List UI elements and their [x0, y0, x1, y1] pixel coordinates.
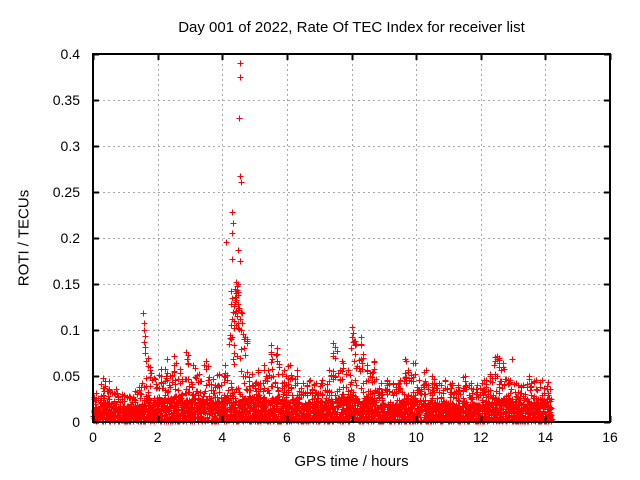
- scatter-points: [90, 60, 556, 425]
- x-tick-label: 16: [602, 429, 618, 445]
- y-tick-label: 0.1: [60, 322, 80, 338]
- y-tick-label: 0.25: [52, 184, 80, 200]
- chart-title: Day 001 of 2022, Rate Of TEC Index for r…: [178, 19, 525, 36]
- axis-ticks: [92, 53, 612, 424]
- y-tick-label: 0.4: [60, 46, 80, 62]
- x-tick-label: 10: [408, 429, 424, 445]
- x-tick-label: 6: [282, 429, 291, 445]
- x-axis-label: GPS time / hours: [294, 453, 409, 470]
- x-tick-label: 2: [153, 429, 162, 445]
- grid-lines: [93, 54, 610, 422]
- x-tick-label: 14: [537, 429, 554, 445]
- y-tick-label: 0.3: [60, 138, 80, 154]
- x-tick-label: 12: [472, 429, 489, 445]
- y-tick-label: 0.05: [52, 368, 80, 384]
- x-tick-label: 0: [89, 429, 97, 445]
- y-tick-label: 0.35: [52, 92, 80, 108]
- y-tick-label: 0.2: [60, 230, 80, 246]
- y-tick-label: 0.15: [52, 276, 80, 292]
- x-tick-label: 4: [218, 429, 227, 445]
- y-tick-label: 0: [72, 414, 80, 430]
- x-tick-label: 8: [347, 429, 356, 445]
- plot-border: [92, 53, 611, 423]
